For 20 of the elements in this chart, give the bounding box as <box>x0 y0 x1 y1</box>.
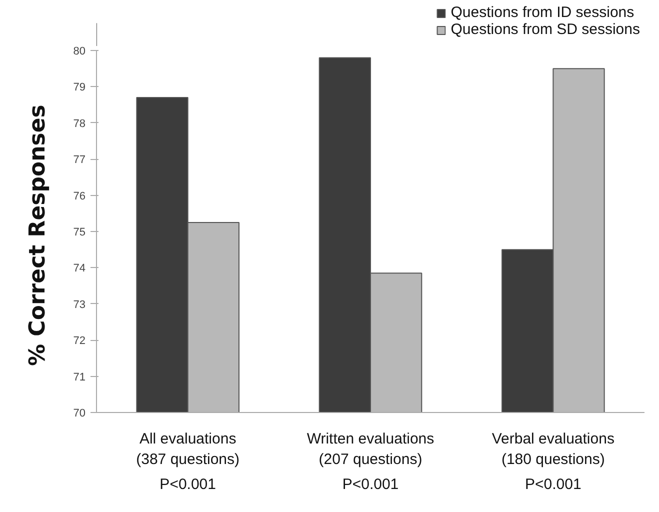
x-tick-label: Verbal evaluations (180 questions) <box>492 430 614 468</box>
y-tick-label: 75 <box>73 226 86 238</box>
x-tick-label: All evaluations (387 questions) <box>136 430 240 468</box>
y-axis-title: % Correct Responses <box>25 104 50 366</box>
y-tick-label: 78 <box>73 118 86 130</box>
y-tick-label: 73 <box>73 298 86 311</box>
y-tick-label: 79 <box>73 82 86 94</box>
y-tick-label: 74 <box>73 262 86 275</box>
y-tick-label: 72 <box>73 335 86 348</box>
y-tick-label: 76 <box>73 190 86 202</box>
text: P<0.001 <box>525 476 582 493</box>
y-tick-label: 80 <box>73 46 86 58</box>
y-tick-label: 71 <box>73 371 86 384</box>
text: P<0.001 <box>160 476 216 493</box>
legend-label: Questions from SD sessions <box>450 21 640 38</box>
text: P<0.001 <box>342 476 399 493</box>
y-tick-label: 77 <box>73 154 86 166</box>
x-tick-label: Written evaluations (207 questions) <box>306 430 434 468</box>
y-tick-label: 70 <box>73 408 86 420</box>
legend-label: Questions from ID sessions <box>450 4 634 21</box>
